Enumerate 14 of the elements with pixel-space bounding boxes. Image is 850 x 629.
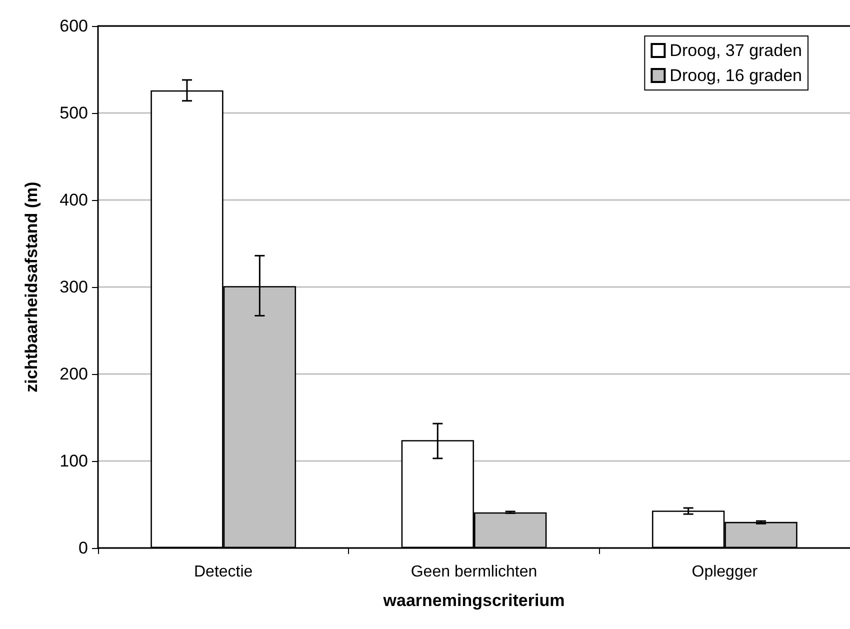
y-axis-title: zichtbaarheidsafstand (m) bbox=[22, 182, 41, 392]
y-tick-label: 400 bbox=[60, 190, 88, 210]
x-tick-label: Geen bermlichten bbox=[410, 564, 538, 580]
y-tick-label: 300 bbox=[60, 278, 88, 296]
x-axis-title: waarnemingscriterium bbox=[382, 591, 565, 610]
y-tick-label: 200 bbox=[60, 364, 88, 384]
y-tick-label: 0 bbox=[78, 538, 88, 558]
y-tick-label: 100 bbox=[60, 452, 88, 470]
legend-label: Droog, 16 graden bbox=[670, 66, 802, 85]
x-tick-label: Oplegger bbox=[692, 564, 758, 580]
legend-label: Droog, 37 graden bbox=[670, 41, 802, 60]
y-tick-label: 600 bbox=[60, 16, 88, 36]
x-tick-label: Detectie bbox=[194, 564, 253, 580]
y-tick-label: 500 bbox=[60, 104, 88, 122]
